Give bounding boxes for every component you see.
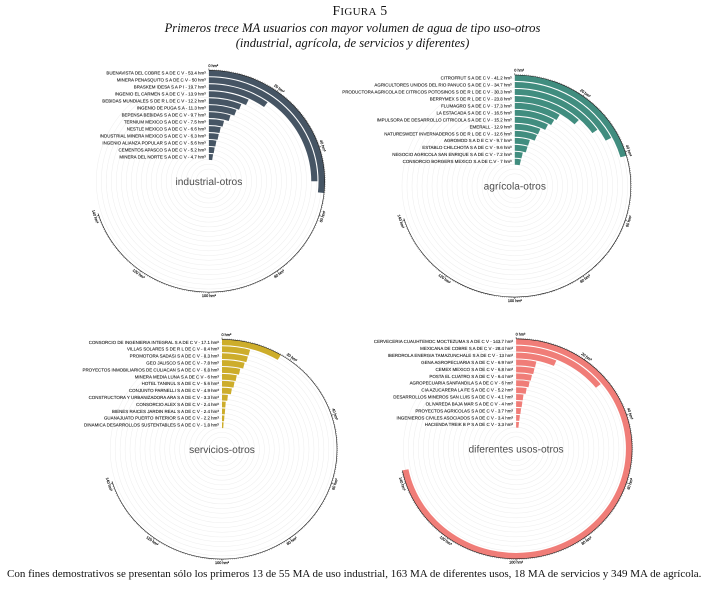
svg-text:INGENIO DE PUGA S.A - 11.3 hm³: INGENIO DE PUGA S.A - 11.3 hm³ (137, 106, 206, 111)
svg-text:BEPENSA BEBIDAS S A DE C V - 9: BEPENSA BEBIDAS S A DE C V - 9.7 hm³ (122, 113, 207, 118)
svg-text:100 hm³: 100 hm³ (509, 561, 524, 565)
svg-text:CONSORCIO ALEX S A DE C V - 2.: CONSORCIO ALEX S A DE C V - 2.4 hm³ (136, 402, 219, 407)
svg-text:FLUMAGRO S A DE C V - 17.3 hm³: FLUMAGRO S A DE C V - 17.3 hm³ (441, 103, 512, 108)
svg-text:40 hm³: 40 hm³ (319, 140, 327, 153)
svg-text:ESTABLO CHILCHOTA S A DE C V -: ESTABLO CHILCHOTA S A DE C V - 9.6 hm³ (422, 145, 512, 150)
svg-text:HOTEL TANINUL S A DE C V - 5.6: HOTEL TANINUL S A DE C V - 5.6 hm³ (142, 381, 220, 386)
svg-text:OLIVAREDA BAJA MAR S A DE C V: OLIVAREDA BAJA MAR S A DE C V - 4 hm³ (426, 401, 514, 406)
svg-text:NATURESWEET INVERNADEROS S DE: NATURESWEET INVERNADEROS S DE R L DE C V… (384, 131, 512, 136)
svg-text:AGROPECUARIA SANFANDILA S A DE: AGROPECUARIA SANFANDILA S A DE C V - 6 h… (410, 381, 514, 386)
svg-text:100 hm³: 100 hm³ (202, 294, 217, 298)
svg-text:TERNIUM MEXICO S A DE C V - 7.: TERNIUM MEXICO S A DE C V - 7.5 hm³ (124, 120, 206, 125)
svg-text:BIENES RAICES JARDIN REAL S A: BIENES RAICES JARDIN REAL S A DE C V - 2… (112, 409, 219, 414)
svg-text:60 hm³: 60 hm³ (331, 477, 339, 490)
svg-text:20 hm³: 20 hm³ (273, 84, 286, 95)
svg-text:BEBIDAS MUNDIALES S DE R L DE: BEBIDAS MUNDIALES S DE R L DE C V - 12.2… (102, 99, 206, 104)
svg-text:0 hm³: 0 hm³ (516, 332, 526, 336)
svg-text:BRASKEM IDESA S A P I - 19.7 h: BRASKEM IDESA S A P I - 19.7 hm³ (134, 85, 206, 90)
svg-text:INGENIO EL CARMEN S A DE C V -: INGENIO EL CARMEN S A DE C V - 13.9 hm³ (115, 92, 207, 97)
svg-text:MINERA MEDIA LUNA S A DE C V -: MINERA MEDIA LUNA S A DE C V - 6 hm³ (135, 374, 220, 379)
svg-text:40 hm³: 40 hm³ (625, 144, 633, 157)
svg-text:PRODUCTORA AGRICOLA DE CITRICO: PRODUCTORA AGRICOLA DE CITRICOS POTOSINO… (342, 89, 512, 94)
svg-text:CONSORCIO BORGERS MEXICO S.A D: CONSORCIO BORGERS MEXICO S.A DE C.V - 7 … (403, 159, 513, 164)
svg-text:POSTA EL CUATRO S A DE C V - 6: POSTA EL CUATRO S A DE C V - 6.4 hm³ (429, 374, 513, 379)
svg-text:MINERA PENASQUITO S A DE C V -: MINERA PENASQUITO S A DE C V - 50 hm³ (117, 78, 206, 83)
svg-text:140 hm³: 140 hm³ (105, 477, 113, 492)
svg-text:PROYECTOS INMOBILIARIOS DE CUL: PROYECTOS INMOBILIARIOS DE CULIACAN S A … (83, 367, 220, 372)
svg-text:120 hm³: 120 hm³ (437, 273, 451, 285)
svg-text:GENA AGROPECUARIA S A DE C V -: GENA AGROPECUARIA S A DE C V - 6.9 hm³ (421, 360, 513, 365)
svg-text:0 hm³: 0 hm³ (514, 69, 524, 73)
svg-text:agrícola-otros: agrícola-otros (484, 182, 546, 193)
svg-text:MINERA DEL NORTE S A DE C V -: MINERA DEL NORTE S A DE C V - 4.7 hm³ (119, 154, 206, 159)
svg-text:VILLAS SOLARES S DE R L DE C V: VILLAS SOLARES S DE R L DE C V - 8.4 hm³ (127, 347, 219, 352)
svg-text:EMERALL - 12.9 hm³: EMERALL - 12.9 hm³ (470, 124, 513, 129)
svg-text:80 hm³: 80 hm³ (286, 536, 299, 547)
svg-text:INDUSTRIAL MINERA MEXICO S A D: INDUSTRIAL MINERA MEXICO S A DE C V - 6.… (100, 133, 207, 138)
svg-text:CIA AZUCARERA LA FE S A DE C V: CIA AZUCARERA LA FE S A DE C V - 5.2 hm³ (421, 388, 513, 393)
svg-text:BUENAVISTA DEL COBRE S A DE C: BUENAVISTA DEL COBRE S A DE C V - 53.4 h… (106, 71, 206, 76)
svg-text:80 hm³: 80 hm³ (581, 535, 594, 546)
svg-text:CEMENTOS APASCO S A DE C V - 5: CEMENTOS APASCO S A DE C V - 5.2 hm³ (119, 147, 207, 152)
svg-text:140 hm³: 140 hm³ (397, 214, 405, 229)
svg-text:20 hm³: 20 hm³ (286, 353, 299, 364)
svg-text:CERVECERIA CUAUHTEMOC MOCTEZUM: CERVECERIA CUAUHTEMOC MOCTEZUMA S A DE C… (374, 339, 514, 344)
svg-text:100 hm³: 100 hm³ (508, 299, 523, 303)
svg-text:PROMOTORA SADASI S A DE C V -: PROMOTORA SADASI S A DE C V - 8.3 hm³ (130, 354, 220, 359)
svg-text:20 hm³: 20 hm³ (579, 88, 592, 99)
svg-text:INGENIO ALIANZA POPULAR S A DE: INGENIO ALIANZA POPULAR S A DE C V - 5.6… (102, 140, 206, 145)
svg-text:AGRICULTORES UNIDOS DEL RIO PA: AGRICULTORES UNIDOS DEL RIO PANUCO S A D… (374, 82, 512, 87)
svg-text:40 hm³: 40 hm³ (331, 408, 339, 421)
svg-text:CONSTRUCTORA Y URBANIZADORA AR: CONSTRUCTORA Y URBANIZADORA ARA S A DE C… (89, 395, 220, 400)
svg-text:INGENIEROS CIVILES ASOCIADOS S: INGENIEROS CIVILES ASOCIADOS S A DE C V … (396, 415, 513, 420)
svg-text:GEO JALISCO S A DE C V - 7.8 h: GEO JALISCO S A DE C V - 7.8 hm³ (146, 360, 219, 365)
svg-text:CONJUNTO PARNELLI S A DE C V -: CONJUNTO PARNELLI S A DE C V - 4.9 hm³ (129, 388, 219, 393)
svg-text:CEMEX MEXICO S A DE C V - 6.8: CEMEX MEXICO S A DE C V - 6.8 hm³ (435, 367, 513, 372)
svg-text:IMPULSORA DE DESARROLLO CITRIC: IMPULSORA DE DESARROLLO CITRICOLA S A DE… (377, 117, 512, 122)
svg-text:AGROMOD S A D E C V - 9.7 hm³: AGROMOD S A D E C V - 9.7 hm³ (444, 138, 512, 143)
svg-text:0 hm³: 0 hm³ (208, 64, 218, 68)
svg-text:120 hm³: 120 hm³ (145, 535, 159, 547)
svg-text:DESARROLLOS MINEROS SAN LUIS S: DESARROLLOS MINEROS SAN LUIS S A DE C V … (393, 395, 513, 400)
svg-text:MEXICANA DE COBRE S A DE C V -: MEXICANA DE COBRE S A DE C V - 28.4 hm³ (420, 346, 513, 351)
svg-text:PROYECTOS AGRICOLAS S A DE C V: PROYECTOS AGRICOLAS S A DE C V - 3.7 hm³ (415, 408, 513, 413)
svg-text:140 hm³: 140 hm³ (398, 477, 406, 492)
svg-text:CONSORCIO DE INGENIERIA INTEGR: CONSORCIO DE INGENIERIA INTEGRAL S A DE … (89, 340, 220, 345)
svg-text:NESTLE MEXICO S A DE C V - 6.6: NESTLE MEXICO S A DE C V - 6.6 hm³ (127, 127, 206, 132)
svg-text:120 hm³: 120 hm³ (132, 268, 146, 280)
svg-text:100 hm³: 100 hm³ (215, 561, 230, 565)
svg-text:BERRYMEX S DE R L DE C V - 23.: BERRYMEX S DE R L DE C V - 23.8 hm³ (430, 96, 512, 101)
svg-text:0 hm³: 0 hm³ (222, 333, 232, 337)
svg-text:NEGOCIO AGRICOLA SAN ENRIQUE S: NEGOCIO AGRICOLA SAN ENRIQUE S A DE C V … (392, 152, 512, 157)
svg-text:servicios-otros: servicios-otros (189, 445, 255, 456)
svg-text:DINAMICA DESARROLLOS SUSTENTAB: DINAMICA DESARROLLOS SUSTENTABLES S A DE… (84, 423, 219, 428)
svg-text:IBERDROLA ENERGIA TAMAZUNCHALE: IBERDROLA ENERGIA TAMAZUNCHALE S A DE C … (388, 353, 514, 358)
svg-text:diferentes usos-otros: diferentes usos-otros (469, 444, 564, 455)
svg-text:LA ESTACADA S A DE C V - 16.5: LA ESTACADA S A DE C V - 16.5 hm³ (436, 110, 512, 115)
svg-text:60 hm³: 60 hm³ (625, 215, 633, 228)
svg-text:80 hm³: 80 hm³ (579, 273, 592, 284)
svg-text:CITROFRUT S A DE C V - 41.2 hm: CITROFRUT S A DE C V - 41.2 hm³ (441, 75, 512, 80)
svg-text:60 hm³: 60 hm³ (627, 477, 635, 490)
svg-text:40 hm³: 40 hm³ (626, 408, 634, 421)
svg-text:80 hm³: 80 hm³ (273, 269, 286, 280)
svg-text:industrial-otros: industrial-otros (175, 177, 242, 188)
svg-text:120 hm³: 120 hm³ (439, 535, 453, 547)
svg-text:20 hm³: 20 hm³ (580, 352, 593, 363)
svg-text:140 hm³: 140 hm³ (91, 209, 99, 224)
svg-text:60 hm³: 60 hm³ (319, 210, 327, 223)
svg-text:HACIENDA TREIK B P S A DE C V: HACIENDA TREIK B P S A DE C V - 3.3 hm³ (425, 422, 514, 427)
svg-text:GUANAJUATO PUERTO INTERIOR S A: GUANAJUATO PUERTO INTERIOR S A DE C V - … (104, 416, 219, 421)
